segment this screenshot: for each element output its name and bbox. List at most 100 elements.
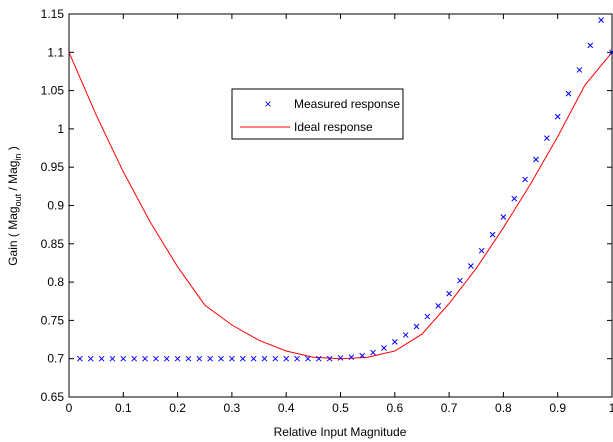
measured-point-stroke <box>554 113 561 120</box>
measured-point-stroke <box>457 277 463 284</box>
measured-point-stroke <box>98 355 105 362</box>
measured-point <box>511 195 518 202</box>
measured-point <box>457 277 463 284</box>
measured-point <box>229 355 235 362</box>
measured-point-stroke <box>511 195 518 202</box>
y-tick-label: 1.05 <box>41 84 65 98</box>
measured-point-stroke <box>337 355 344 361</box>
measured-point <box>77 355 83 362</box>
measured-point <box>153 355 159 362</box>
measured-point <box>218 355 224 362</box>
measured-point-stroke <box>598 17 604 23</box>
measured-point <box>207 355 214 362</box>
x-axis-label: Relative Input Magnitude <box>274 425 407 439</box>
y-tick-label: 0.75 <box>41 313 65 327</box>
measured-point-stroke <box>272 355 279 362</box>
measured-point <box>402 332 409 338</box>
measured-point <box>305 355 311 362</box>
measured-point <box>598 17 604 23</box>
measured-point <box>87 355 94 362</box>
measured-point-stroke <box>109 355 116 362</box>
measured-point <box>543 135 550 141</box>
y-label-middle: / Mag <box>6 161 20 194</box>
y-tick-label: 1 <box>57 122 64 136</box>
measured-point-stroke <box>446 290 452 297</box>
measured-point-stroke <box>587 42 594 49</box>
measured-point-stroke <box>315 355 322 362</box>
y-axis-label: Gain ( Magout / Magin ) <box>6 146 23 266</box>
y-tick-label: 0.95 <box>41 160 65 174</box>
measured-point <box>500 214 507 220</box>
ideal-response-line <box>68 51 613 360</box>
y-tick-label: 0.7 <box>47 352 64 366</box>
measured-point <box>142 355 148 362</box>
measured-point <box>250 355 257 362</box>
measured-point-stroke <box>87 355 94 362</box>
measured-point <box>413 323 420 330</box>
measured-point-stroke <box>381 345 387 351</box>
measured-point-stroke <box>359 352 366 359</box>
measured-point-stroke <box>402 332 409 338</box>
measured-point-stroke <box>174 355 181 362</box>
measured-point-stroke <box>413 323 420 330</box>
y-label-sub-out: out <box>13 193 23 206</box>
x-tick-label: 0.1 <box>115 401 132 415</box>
measured-point <box>239 355 246 362</box>
legend-measured-label: Measured response <box>294 97 400 111</box>
y-tick-label: 1.1 <box>47 45 64 59</box>
y-label-prefix: Gain ( Mag <box>6 206 20 265</box>
measured-point-stroke <box>348 354 355 361</box>
x-tick-label: 0.2 <box>169 401 186 415</box>
measured-point-stroke <box>207 355 214 362</box>
legend-measured-marker: × <box>264 97 271 111</box>
x-tick-label: 0.7 <box>441 401 458 415</box>
measured-point-stroke <box>77 355 83 362</box>
y-tick-label: 0.85 <box>41 237 65 251</box>
measured-point <box>587 42 594 49</box>
x-tick-label: 1 <box>609 401 613 415</box>
measured-point <box>381 345 387 351</box>
measured-point-stroke <box>153 355 159 362</box>
measured-point-stroke <box>576 67 583 73</box>
plot-area <box>68 13 613 398</box>
measured-point <box>261 355 268 362</box>
measured-point <box>576 67 583 73</box>
measured-point <box>315 355 322 362</box>
x-tick-label: 0.9 <box>549 401 566 415</box>
measured-point-stroke <box>467 263 474 269</box>
measured-point <box>554 113 561 120</box>
measured-point <box>174 355 181 362</box>
measured-point <box>424 313 431 320</box>
measured-point-stroke <box>489 231 496 238</box>
measured-point-stroke <box>435 302 442 309</box>
measured-point <box>565 90 572 97</box>
measured-point-stroke <box>391 338 398 345</box>
measured-point-stroke <box>370 349 376 356</box>
y-tick-label: 1.15 <box>41 7 65 21</box>
measured-point <box>109 355 116 362</box>
y-label-suffix: ) <box>6 146 20 153</box>
measured-point <box>294 355 300 362</box>
measured-point <box>283 355 290 362</box>
ideal-response-layer <box>68 51 613 360</box>
measured-point <box>370 349 376 356</box>
measured-point <box>98 355 105 362</box>
x-tick-label: 0.4 <box>278 401 295 415</box>
measured-point-stroke <box>229 355 235 362</box>
measured-point-stroke <box>565 90 572 97</box>
measured-point-stroke <box>326 355 333 362</box>
measured-point-stroke <box>185 355 192 362</box>
measured-point <box>533 156 539 163</box>
measured-point-stroke <box>522 176 528 183</box>
x-tick-label: 0.5 <box>332 401 349 415</box>
measured-point <box>272 355 279 362</box>
measured-point-stroke <box>196 355 203 362</box>
measured-point-stroke <box>500 214 507 220</box>
x-tick-label: 0.6 <box>386 401 403 415</box>
y-tick-label: 0.8 <box>47 275 64 289</box>
y-tick-label: 0.65 <box>41 390 65 404</box>
legend-ideal-label: Ideal response <box>294 120 373 134</box>
measured-point-stroke <box>239 355 246 362</box>
measured-point-stroke <box>163 355 170 362</box>
